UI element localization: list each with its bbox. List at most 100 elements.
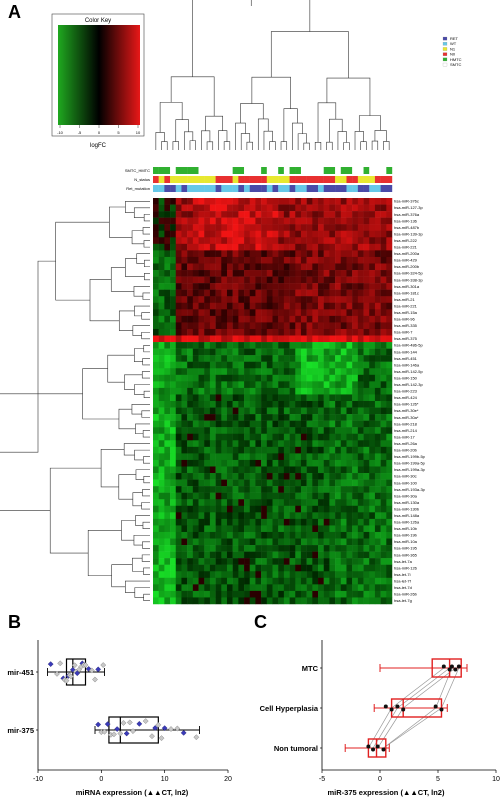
heatmap-cell [181,518,188,526]
heatmap-row-label: hsa-miR-100 [394,480,418,485]
heatmap-cell [209,237,216,245]
heatmap-cell [153,204,159,212]
heatmap-cell [318,564,324,572]
heatmap-cell [306,545,313,552]
heatmap-cell [204,198,211,205]
heatmap-cell [249,204,256,212]
heatmap-cell [306,466,313,474]
heatmap-cell [181,263,188,271]
heatmap-cell [232,571,239,579]
panel-b-point [155,721,162,728]
heatmap-cell [352,571,359,579]
heatmap-cell [363,401,370,408]
heatmap-cell [170,531,177,539]
heatmap-cell [283,401,290,408]
heatmap-cell [158,440,165,448]
heatmap-cell [374,276,381,284]
heatmap-cell [374,401,381,408]
heatmap-cell [272,577,279,585]
heatmap-cell [249,348,256,356]
heatmap-cell [386,328,393,336]
heatmap-cell [300,211,307,218]
heatmap-cell [306,394,313,402]
heatmap-cell [198,381,205,389]
heatmap-cell [215,414,222,421]
heatmap-cell [187,394,194,402]
heatmap-cell [175,309,182,317]
heatmap-cell [255,486,262,493]
heatmap-cell [369,368,376,376]
heatmap-cell [249,309,256,317]
annotation-cell [181,185,188,192]
heatmap-cell [249,531,256,539]
heatmap-cell [300,322,307,330]
heatmap-cell [209,597,216,605]
heatmap-cell [272,302,279,310]
heatmap-cell [369,237,376,245]
heatmap-cell [249,381,256,389]
heatmap-cell [369,558,376,565]
heatmap-cell [283,237,290,245]
heatmap-cell [175,584,182,592]
heatmap-cell [215,597,222,605]
heatmap-cell [363,545,370,552]
heatmap-cell [289,499,296,507]
heatmap-cell [181,250,188,258]
heatmap-cell [380,335,387,343]
heatmap-cell [181,558,188,565]
heatmap-cell [261,387,268,395]
dendro-branch [263,130,273,150]
dendro-branch [257,118,269,150]
heatmap-cell [369,505,376,513]
panel-c-point [456,664,461,669]
heatmap-cell [312,538,319,546]
heatmap-row-label: hsa-miR-214 [394,428,418,433]
heatmap-cell [272,387,279,395]
heatmap-cell [175,355,182,362]
heatmap-cell [340,420,347,428]
heatmap-cell [249,486,256,493]
heatmap-cell [255,440,262,448]
heatmap-cell [226,309,233,317]
heatmap-cell [255,270,262,277]
dendro-branch [49,467,102,554]
heatmap-cell [170,433,177,441]
annotation-cell [158,167,165,174]
legend-label: WT [450,41,457,46]
heatmap-cell [175,564,182,572]
heatmap-cell [346,250,353,258]
heatmap-cell [158,584,165,592]
heatmap-cell [192,243,199,251]
dendro-branch [125,258,145,277]
heatmap-cell [278,315,285,323]
heatmap-cell [153,335,159,343]
heatmap-cell [153,414,159,421]
heatmap-cell [335,348,342,356]
heatmap-cell [215,459,222,467]
heatmap-cell [283,211,290,218]
heatmap-cell [192,309,199,317]
heatmap-cell [187,459,194,467]
heatmap-row-label: hsa-miR-10a [394,539,418,544]
annotation-cell [318,176,324,183]
heatmap-cell [249,224,256,231]
heatmap-cell [164,531,171,539]
panel-b-point [82,662,89,668]
panel-b-point [92,676,98,683]
heatmap-cell [272,328,279,336]
heatmap-cell [261,440,268,448]
heatmap-cell [153,387,159,395]
annotation-cell [289,167,296,174]
heatmap-cell [340,302,347,310]
heatmap-cell [198,577,205,585]
heatmap-cell [204,387,211,395]
heatmap-cell [295,204,302,212]
heatmap-cell [153,459,159,467]
heatmap-cell [266,198,273,205]
dendro-branch [134,384,150,395]
heatmap-cell [198,256,205,264]
heatmap-cell [340,348,347,356]
heatmap-cell [272,276,279,284]
heatmap-cell [181,459,188,467]
heatmap-cell [363,440,370,448]
